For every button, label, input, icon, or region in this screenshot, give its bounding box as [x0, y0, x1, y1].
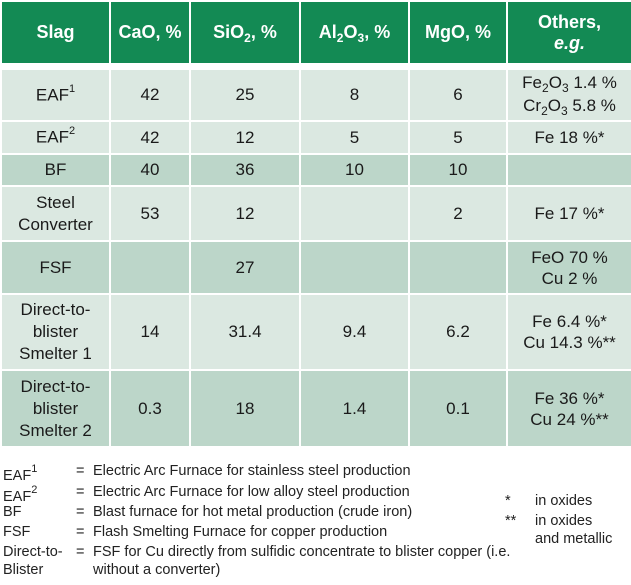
others-value: FeO 70 % Cu 2 % [506, 240, 631, 295]
sio2-value: 31.4 [189, 293, 301, 371]
mgo-value [408, 240, 508, 295]
mgo-value: 10 [408, 153, 508, 187]
header-cao: CaO, % [109, 0, 191, 65]
mgo-value: 0.1 [408, 369, 508, 448]
table-row: FSF 27 FeO 70 % Cu 2 % [0, 240, 631, 295]
slag-name: Steel Converter [0, 185, 111, 242]
al2o3-value: 5 [299, 120, 410, 155]
cao-value: 14 [109, 293, 191, 371]
others-value: Fe 36 %* Cu 24 %** [506, 369, 631, 448]
table-row: Direct-to-blister Smelter 2 0.3 18 1.4 0.… [0, 369, 631, 448]
footnote-text: Flash Smelting Furnace for copper produc… [93, 524, 388, 540]
header-al2o3: Al2O3, % [299, 0, 410, 65]
footnote-text: Blast furnace for hot metal production (… [93, 504, 413, 520]
slag-composition-table: Slag CaO, % SiO2, % Al2O3, % MgO, % Othe… [0, 0, 631, 448]
sio2-value: 36 [189, 153, 301, 187]
al2o3-value [299, 240, 410, 295]
cao-value: 42 [109, 68, 191, 122]
header-sio2: SiO2, % [189, 0, 301, 65]
footnote-key: EAF1 [3, 463, 38, 484]
sio2-value: 12 [189, 120, 301, 155]
al2o3-value [299, 185, 410, 242]
footnote-key: EAF2 [3, 484, 38, 505]
table-row: BF 40 36 10 10 [0, 153, 631, 187]
table-row: Direct-to-blister Smelter 1 14 31.4 9.4 6… [0, 293, 631, 371]
al2o3-value: 9.4 [299, 293, 410, 371]
cao-value: 40 [109, 153, 191, 187]
al2o3-value: 8 [299, 68, 410, 122]
slag-name: EAF1 [0, 68, 111, 122]
header-row: Slag CaO, % SiO2, % Al2O3, % MgO, % Othe… [0, 0, 631, 65]
table-row: EAF1 42 25 8 6 Fe2O3 1.4 % Cr2O3 5.8 % [0, 68, 631, 122]
slag-name: EAF2 [0, 120, 111, 155]
others-value: Fe 6.4 %* Cu 14.3 %** [506, 293, 631, 371]
cao-value [109, 240, 191, 295]
slag-name: BF [0, 153, 111, 187]
sio2-value: 25 [189, 68, 301, 122]
sio2-value: 12 [189, 185, 301, 242]
slag-name: Direct-to-blister Smelter 1 [0, 293, 111, 371]
header-others: Others, e.g. [506, 0, 631, 65]
mgo-value: 6.2 [408, 293, 508, 371]
footnotes: EAF1 = Electric Arc Furnace for stainles… [3, 463, 613, 578]
others-value [506, 153, 631, 187]
cao-value: 42 [109, 120, 191, 155]
footnote-text: Electric Arc Furnace for low alloy steel… [93, 484, 410, 500]
table-row: EAF2 42 12 5 5 Fe 18 %* [0, 120, 631, 155]
footnote-key: BF [3, 504, 22, 520]
cao-value: 0.3 [109, 369, 191, 448]
slag-name: FSF [0, 240, 111, 295]
sio2-value: 27 [189, 240, 301, 295]
footnote-key: FSF [3, 524, 31, 540]
header-slag: Slag [0, 0, 111, 65]
footnote-text: FSF for Cu directly from sulfidic concen… [93, 544, 511, 578]
al2o3-value: 1.4 [299, 369, 410, 448]
al2o3-value: 10 [299, 153, 410, 187]
others-value: Fe 17 %* [506, 185, 631, 242]
mgo-value: 2 [408, 185, 508, 242]
cao-value: 53 [109, 185, 191, 242]
mgo-value: 5 [408, 120, 508, 155]
footnote-key: Direct-to- Blister [3, 544, 63, 578]
header-mgo: MgO, % [408, 0, 508, 65]
footnote-text: Electric Arc Furnace for stainless steel… [93, 463, 411, 479]
others-value: Fe 18 %* [506, 120, 631, 155]
table-row: Steel Converter 53 12 2 Fe 17 %* [0, 185, 631, 242]
mgo-value: 6 [408, 68, 508, 122]
sio2-value: 18 [189, 369, 301, 448]
slag-name: Direct-to-blister Smelter 2 [0, 369, 111, 448]
others-value: Fe2O3 1.4 % Cr2O3 5.8 % [506, 68, 631, 122]
